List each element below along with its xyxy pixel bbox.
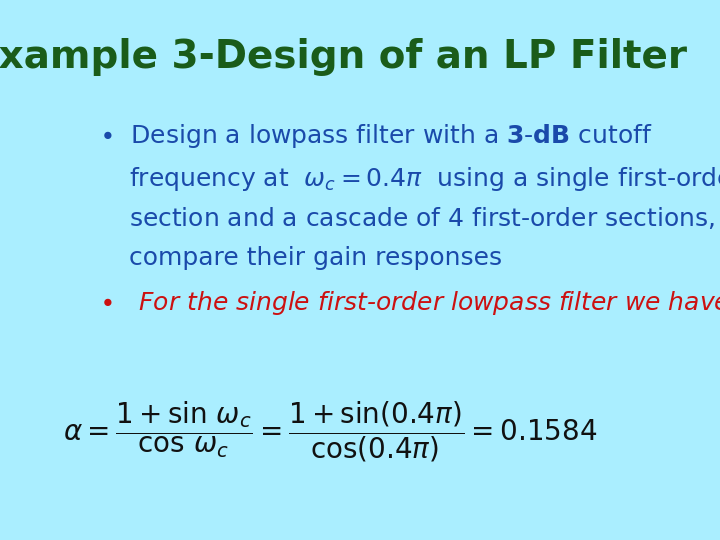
Text: compare their gain responses: compare their gain responses [129, 246, 502, 269]
Text: $\bullet$   For the single first-order lowpass filter we have: $\bullet$ For the single first-order low… [99, 289, 720, 317]
Text: frequency at  $\omega_c = 0.4\pi$  using a single first-order: frequency at $\omega_c = 0.4\pi$ using a… [129, 165, 720, 193]
Text: $\alpha = \dfrac{1+\sin\,\omega_c}{\cos\,\omega_c} = \dfrac{1+\sin(0.4\pi)}{\cos: $\alpha = \dfrac{1+\sin\,\omega_c}{\cos\… [63, 400, 597, 464]
Text: $\bullet$  Design a lowpass filter with a $\mathbf{3\text{-}dB}$ cutoff: $\bullet$ Design a lowpass filter with a… [99, 122, 652, 150]
Text: section and a cascade of $4$ first-order sections, and: section and a cascade of $4$ first-order… [129, 205, 720, 231]
Text: Example 3-Design of an LP Filter: Example 3-Design of an LP Filter [0, 38, 688, 76]
